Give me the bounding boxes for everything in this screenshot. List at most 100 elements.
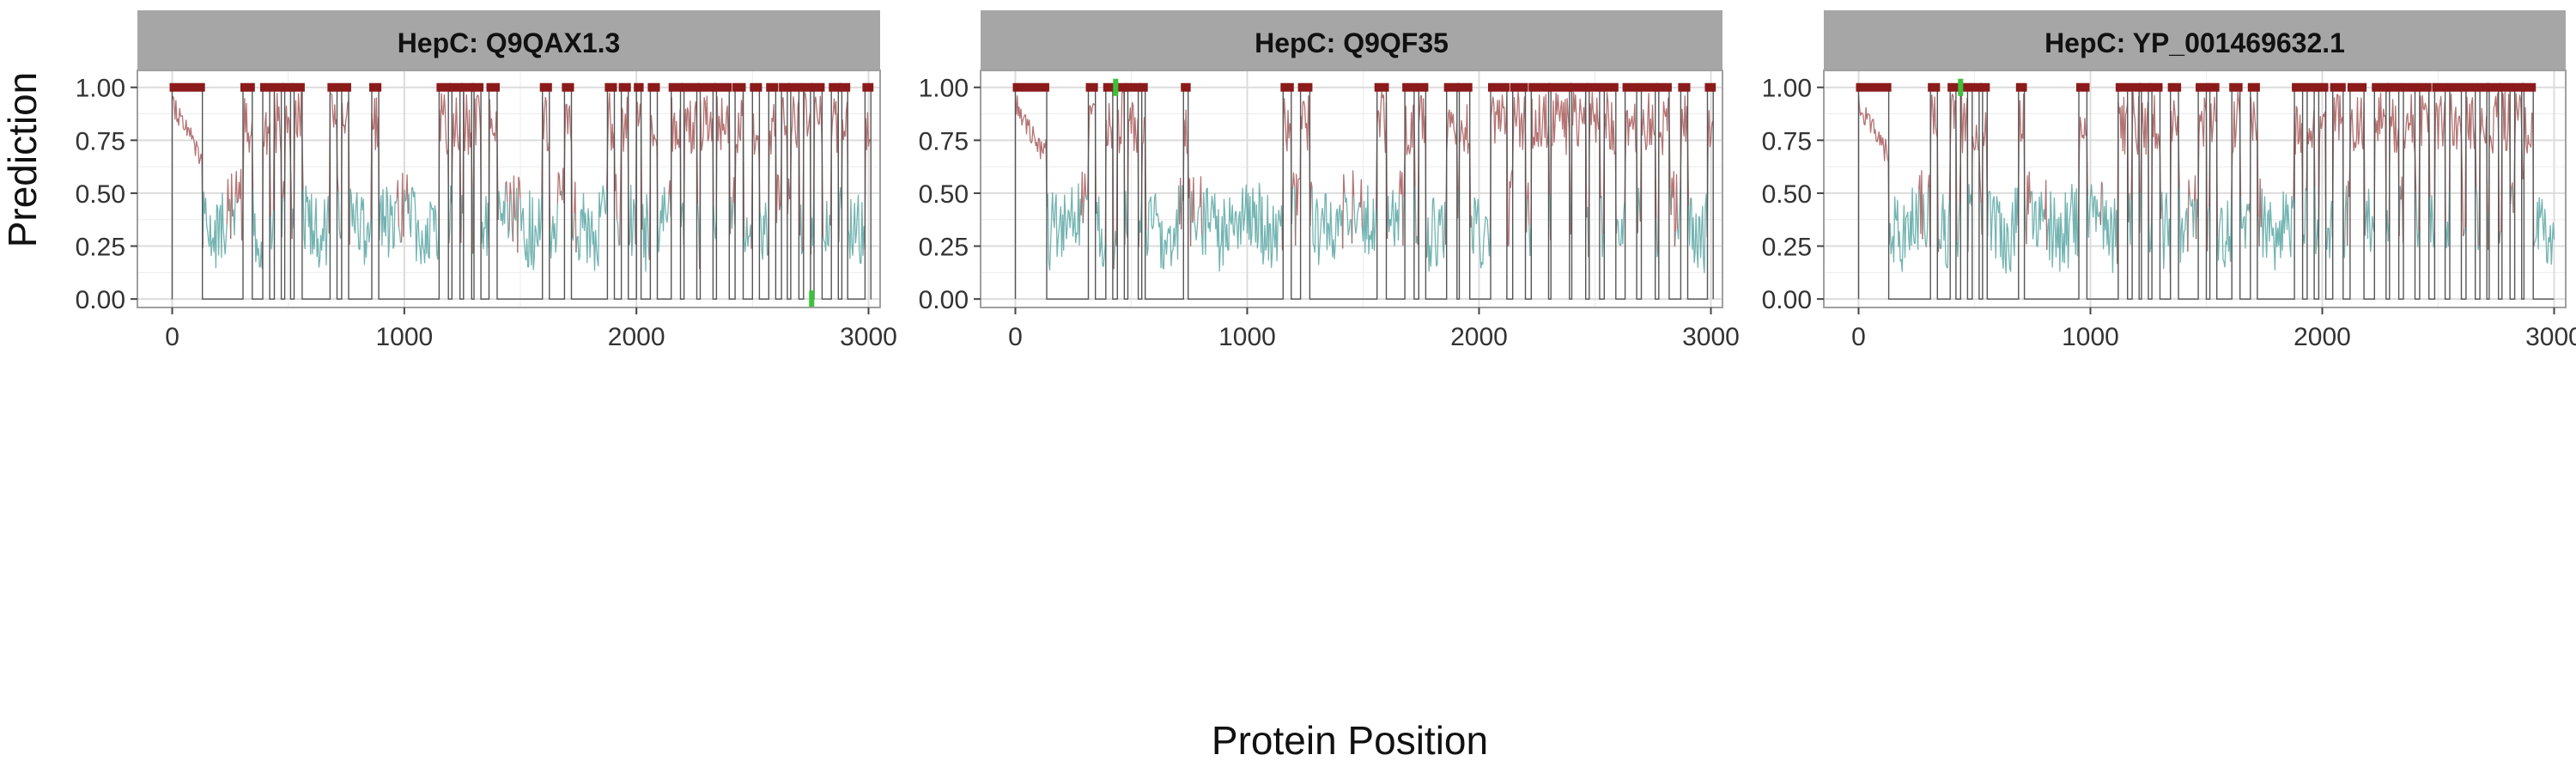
- facet-strip: [137, 10, 880, 70]
- predicted-epitope-marker: [2149, 82, 2163, 92]
- predicted-epitope-marker: [787, 82, 802, 92]
- predicted-epitope-marker: [1510, 82, 1528, 92]
- predicted-epitope-marker: [1443, 82, 1460, 92]
- predicted-epitope-marker: [862, 82, 874, 92]
- predicted-epitope-marker: [2196, 82, 2209, 92]
- predicted-epitope-marker: [1969, 82, 1982, 92]
- predicted-epitope-marker: [2207, 82, 2220, 92]
- predicted-epitope-marker: [1103, 82, 1115, 92]
- facet-title: HepC: Q9QAX1.3: [398, 27, 621, 58]
- predicted-epitope-marker: [750, 82, 762, 92]
- predicted-epitope-marker: [2521, 82, 2537, 92]
- x-tick-label: 2000: [608, 323, 665, 351]
- predicted-epitope-marker: [291, 82, 305, 92]
- x-tick-label: 1000: [1218, 323, 1276, 351]
- predicted-epitope-marker: [1012, 82, 1049, 92]
- predicted-epitope-marker: [460, 82, 475, 92]
- predicted-epitope-marker: [618, 82, 631, 92]
- predicted-epitope-marker: [2330, 82, 2346, 92]
- predicted-epitope-marker: [1958, 82, 1971, 92]
- predicted-epitope-marker: [2386, 82, 2402, 92]
- predicted-epitope-marker: [1456, 82, 1473, 92]
- predicted-epitope-marker: [2292, 82, 2306, 92]
- predicted-epitope-marker: [2512, 82, 2524, 92]
- predicted-epitope-marker: [2401, 82, 2418, 92]
- predicted-epitope-marker: [2486, 82, 2501, 92]
- predicted-epitope-marker: [2304, 82, 2318, 92]
- predicted-epitope-markers: [1856, 82, 2537, 92]
- panel-border: [980, 70, 1723, 308]
- predicted-epitope-marker: [2076, 82, 2090, 92]
- plot-background: [981, 70, 1722, 307]
- x-tick-label: 2000: [2293, 323, 2351, 351]
- predicted-epitope-marker: [486, 82, 500, 92]
- predicted-epitope-marker: [829, 82, 841, 92]
- y-tick-label: 0.50: [919, 180, 969, 209]
- predicted-epitope-marker: [240, 82, 255, 92]
- x-tick-label: 3000: [1682, 323, 1740, 351]
- predicted-epitope-marker: [1704, 82, 1716, 92]
- predicted-epitope-marker: [2015, 82, 2027, 92]
- predicted-epitope-marker: [605, 82, 617, 92]
- y-tick-label: 0.50: [1762, 180, 1812, 209]
- predicted-epitope-marker: [1374, 82, 1389, 92]
- y-tick-label: 0.00: [1762, 286, 1812, 314]
- predicted-epitope-marker: [327, 82, 340, 92]
- predicted-epitope-marker: [1115, 82, 1127, 92]
- predicted-epitope-marker: [1979, 82, 1990, 92]
- x-tick-label: 3000: [2525, 323, 2576, 351]
- facet-title: HepC: Q9QF35: [1255, 27, 1449, 58]
- predicted-epitope-marker: [562, 82, 574, 92]
- facet-panels: HepC: Q9QAX1.3 0 1000 2000 3000 0.00 0.25 0.50 0…: [76, 10, 2576, 351]
- predicted-epitope-marker: [1622, 82, 1640, 92]
- x-tick-label: 0: [1008, 323, 1023, 351]
- predicted-epitope-marker: [2347, 82, 2367, 92]
- predicted-epitope-marker: [766, 82, 779, 92]
- predicted-epitope-marker: [714, 82, 732, 92]
- y-tick-label: 0.00: [919, 286, 969, 314]
- predicted-epitope-marker: [169, 82, 205, 92]
- y-tick-label: 0.00: [76, 286, 125, 314]
- predicted-epitope-marker: [2463, 82, 2478, 92]
- x-tick-label: 1000: [375, 323, 433, 351]
- y-tick-label: 1.00: [1762, 75, 1812, 103]
- x-tick-label: 3000: [840, 323, 897, 351]
- axis-ticks: 0 1000 2000 3000 0.00 0.25 0.50 0.75 1.00: [76, 75, 897, 351]
- predicted-epitope-marker: [2229, 82, 2243, 92]
- predicted-epitope-marker: [2247, 82, 2260, 92]
- predicted-epitope-marker: [1181, 82, 1191, 92]
- predicted-epitope-marker: [2167, 82, 2182, 92]
- plot-background: [137, 70, 880, 307]
- predicted-epitope-marker: [647, 82, 660, 92]
- predicted-epitope-marker: [539, 82, 552, 92]
- predicted-epitope-marker: [1402, 82, 1417, 92]
- facet-strip: [981, 10, 1722, 70]
- predicted-epitope-marker: [1586, 82, 1602, 92]
- predicted-epitope-marker: [1638, 82, 1658, 92]
- predicted-epitope-marker: [1297, 82, 1313, 92]
- predicted-epitope-markers: [1012, 82, 1716, 92]
- predicted-epitope-marker: [2477, 82, 2490, 92]
- facet-strip: [1824, 10, 2566, 70]
- panel-border: [137, 70, 881, 308]
- predicted-epitope-marker: [800, 82, 813, 92]
- validated-epitope-marker: [1113, 78, 1119, 96]
- predicted-epitope-marker: [1856, 82, 1892, 92]
- y-tick-label: 0.75: [76, 127, 125, 155]
- predicted-epitope-marker: [1085, 82, 1098, 92]
- x-tick-label: 0: [165, 323, 179, 351]
- y-tick-label: 0.25: [76, 234, 125, 262]
- predicted-epitope-marker: [2499, 82, 2513, 92]
- predicted-epitope-marker: [282, 82, 294, 92]
- predicted-epitope-marker: [1416, 82, 1429, 92]
- predicted-epitope-marker: [471, 82, 484, 92]
- validated-epitope-marker: [1958, 78, 1964, 96]
- predicted-epitope-marker: [2115, 82, 2130, 92]
- axis-ticks: 0 1000 2000 3000 0.00 0.25 0.50 0.75 1.00: [1762, 75, 2576, 351]
- predicted-epitope-marker: [668, 82, 683, 92]
- predicted-epitope-marker: [697, 82, 716, 92]
- x-tick-label: 1000: [2062, 323, 2119, 351]
- predicted-epitope-marker: [2138, 82, 2151, 92]
- y-tick-label: 1.00: [919, 75, 969, 103]
